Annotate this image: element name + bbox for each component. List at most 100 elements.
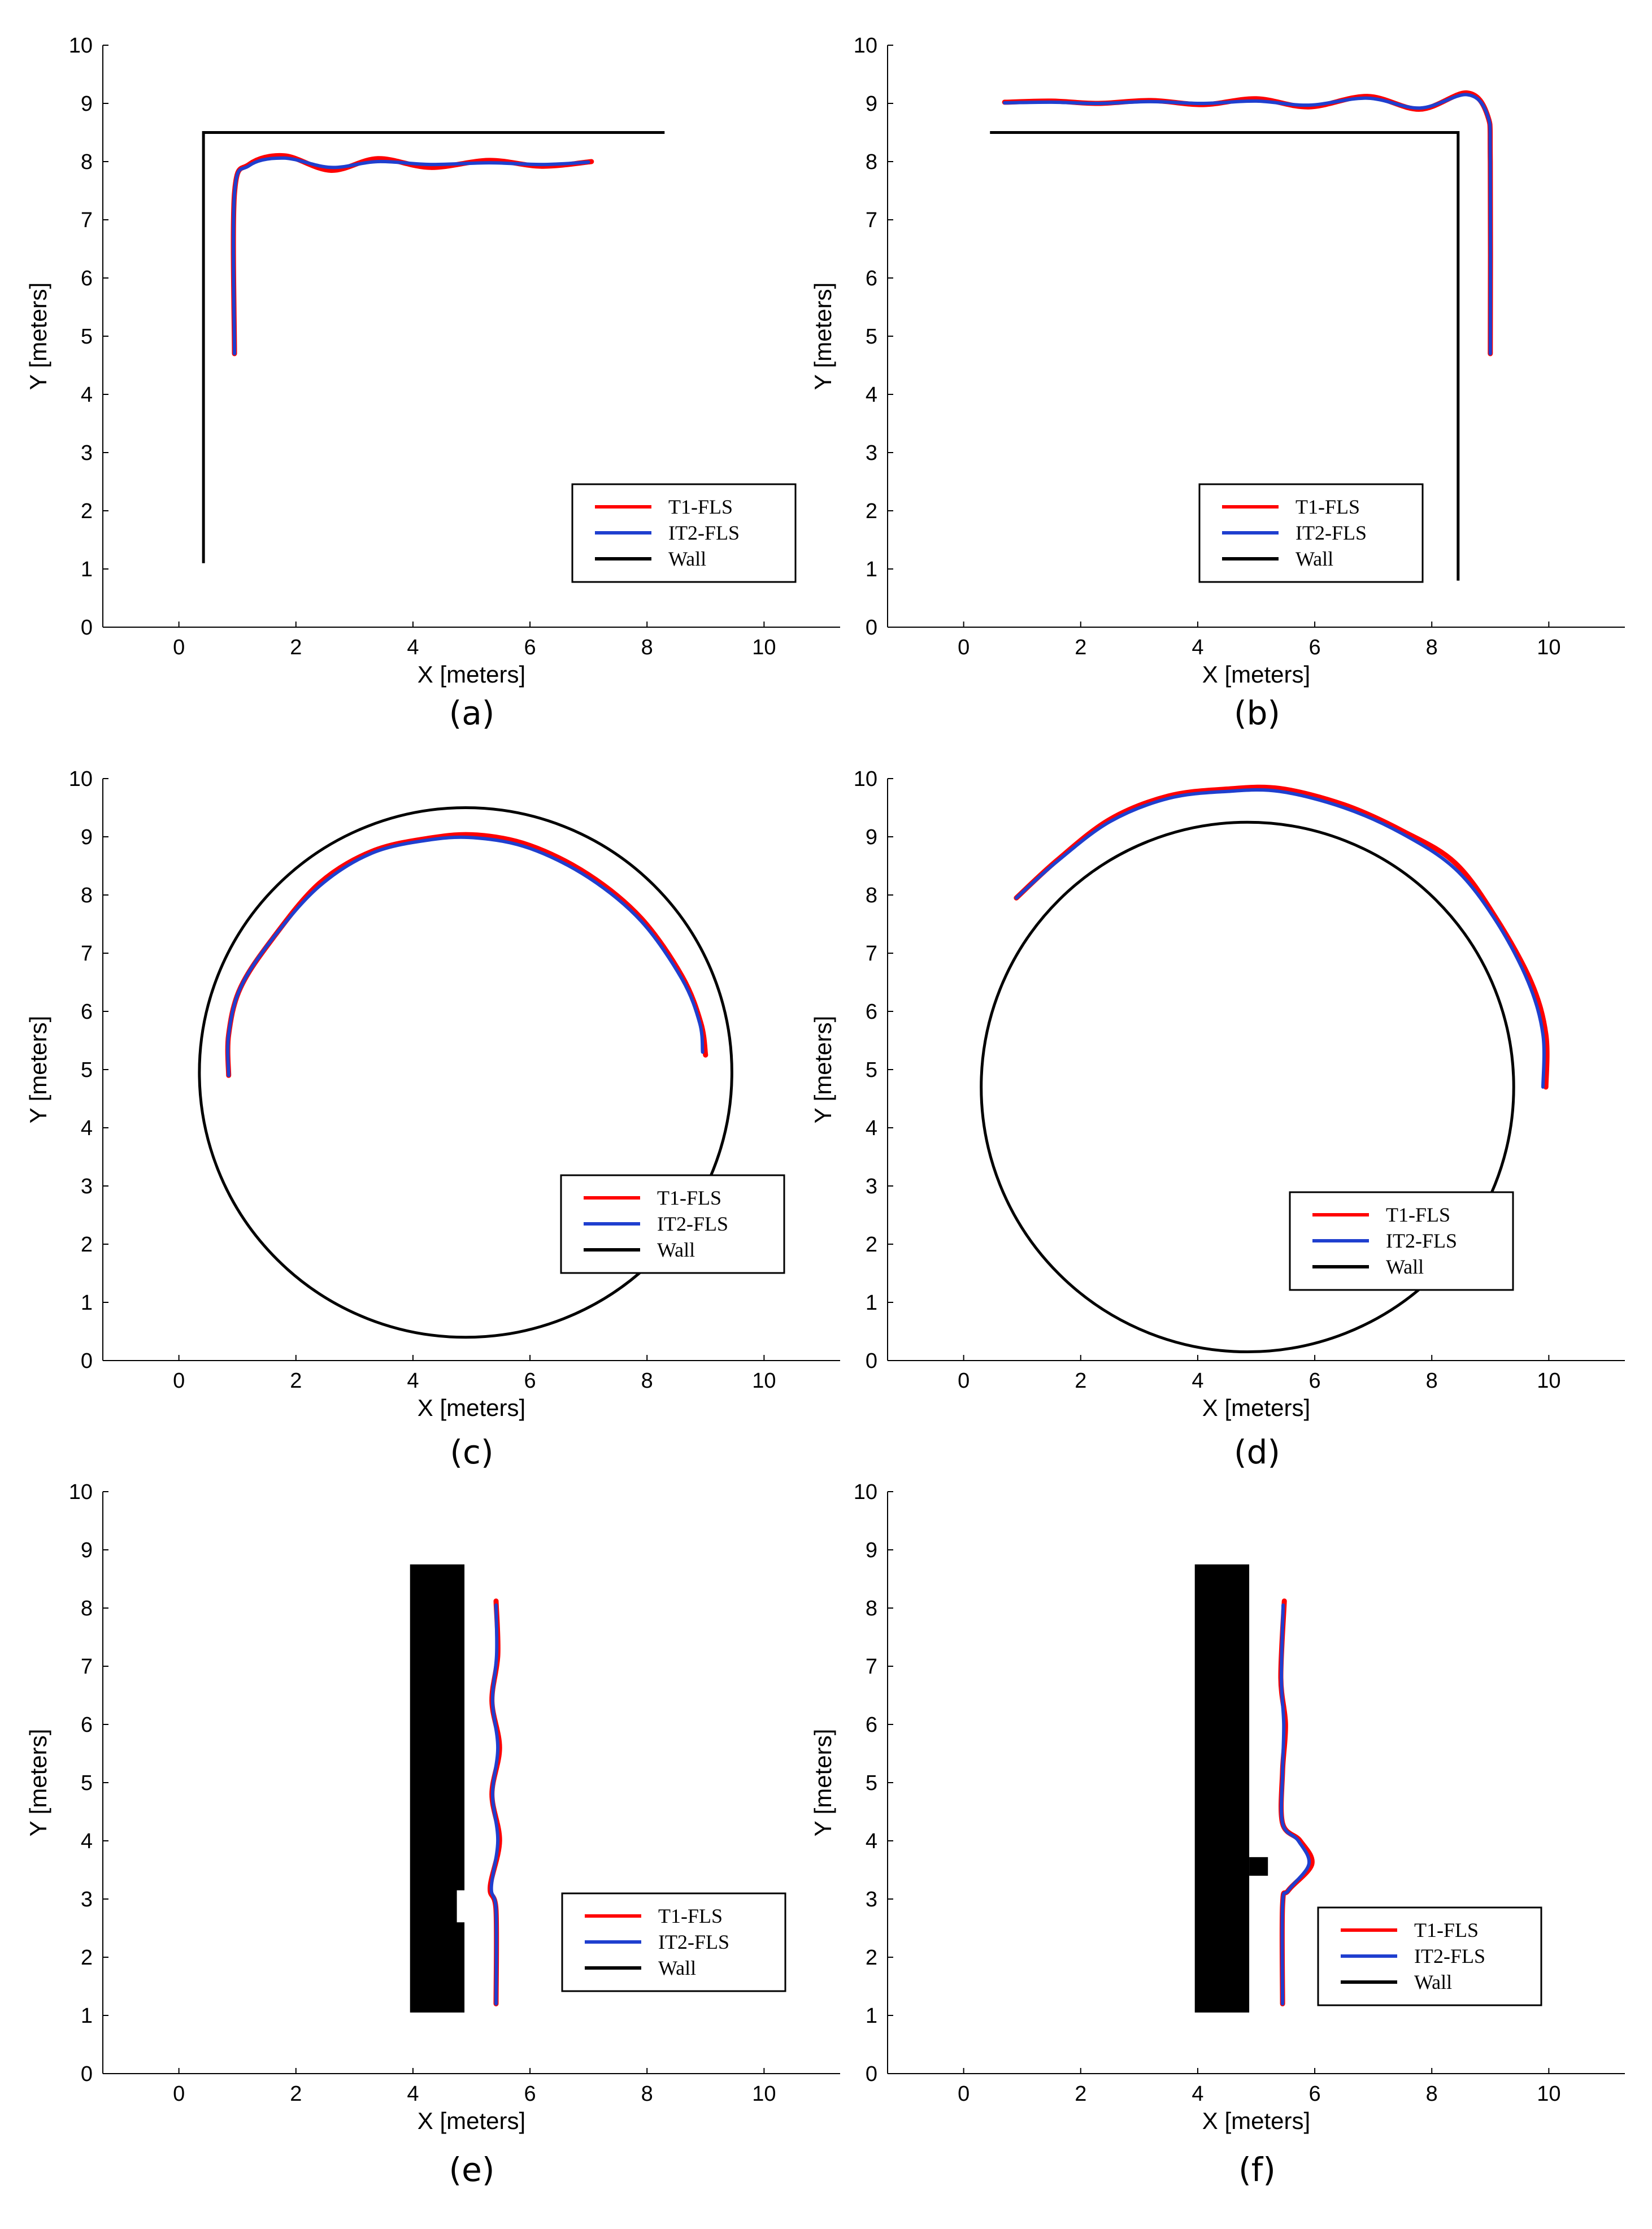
- legend-label: T1-FLS: [1295, 496, 1360, 518]
- legend-label: IT2-FLS: [1295, 522, 1367, 544]
- x-tick-label: 4: [407, 636, 419, 659]
- panel-label: (e): [449, 2150, 495, 2189]
- it2-fls-trajectory: [232, 156, 590, 355]
- x-tick-label: 8: [641, 636, 653, 659]
- x-axis-label: X [meters]: [1202, 2108, 1310, 2134]
- legend-label: T1-FLS: [668, 496, 733, 518]
- x-tick-label: 2: [1075, 2082, 1086, 2106]
- y-axis-label: Y [meters]: [810, 283, 836, 390]
- y-tick-label: 7: [866, 1655, 877, 1679]
- y-tick-label: 7: [81, 1655, 93, 1679]
- x-tick-label: 2: [290, 2082, 302, 2106]
- y-tick-label: 0: [81, 1349, 93, 1373]
- y-tick-label: 1: [81, 558, 93, 581]
- y-tick-label: 8: [81, 884, 93, 907]
- legend-label: T1-FLS: [657, 1187, 721, 1209]
- x-axis-label: X [meters]: [1202, 661, 1310, 688]
- y-tick-label: 4: [866, 1830, 877, 1853]
- wall-block: [410, 1564, 465, 2013]
- x-tick-label: 6: [1309, 636, 1321, 659]
- legend-label: Wall: [1414, 1971, 1452, 1993]
- legend: T1-FLS IT2-FLS Wall: [561, 1892, 786, 1992]
- y-axis-label: Y [meters]: [25, 283, 51, 390]
- legend-label: Wall: [658, 1957, 696, 1979]
- chart-panel-a: 0 2 4 6 8 10 0 1 2 3 4 5 6 7 8 9 10 X [meters] Y [meters] T…: [25, 34, 840, 732]
- x-tick-label: 10: [1537, 2082, 1560, 2106]
- wall-block: [1249, 1857, 1268, 1876]
- legend-label: IT2-FLS: [657, 1213, 728, 1235]
- it2-fls-trajectory: [1279, 1603, 1311, 2006]
- y-tick-label: 0: [81, 2062, 93, 2086]
- x-tick-label: 0: [173, 1369, 185, 1393]
- x-tick-label: 8: [1426, 2082, 1438, 2106]
- chart-panel-c: 0 2 4 6 8 10 0 1 2 3 4 5 6 7 8 9 10 X [meters] Y [meters] T…: [25, 767, 840, 1471]
- x-tick-label: 4: [1192, 1369, 1203, 1393]
- y-tick-label: 8: [866, 884, 877, 907]
- x-tick-label: 4: [407, 1369, 419, 1393]
- x-tick-label: 0: [173, 636, 185, 659]
- wall-circle: [198, 806, 733, 1339]
- y-tick-label: 1: [866, 2004, 877, 2028]
- x-tick-label: 10: [1537, 1369, 1560, 1393]
- it2-fls-trajectory: [489, 1603, 500, 2006]
- y-tick-label: 1: [81, 1291, 93, 1315]
- y-tick-label: 8: [866, 1597, 877, 1620]
- x-tick-label: 4: [1192, 2082, 1203, 2106]
- legend-label: Wall: [657, 1239, 695, 1261]
- t1-fls-trajectory: [1278, 1598, 1315, 2006]
- legend-label: IT2-FLS: [668, 522, 740, 544]
- t1-fls-trajectory: [1014, 784, 1550, 1090]
- legend: T1-FLS IT2-FLS Wall: [1317, 1906, 1542, 2006]
- y-tick-label: 5: [81, 1058, 93, 1082]
- y-axis-label: Y [meters]: [810, 1016, 836, 1124]
- panel-label: (a): [449, 694, 495, 732]
- y-tick-label: 5: [866, 1771, 877, 1795]
- y-tick-label: 5: [81, 1771, 93, 1795]
- it2-fls-trajectory: [1003, 93, 1493, 355]
- t1-fls-trajectory: [231, 153, 594, 357]
- y-tick-label: 2: [81, 1946, 93, 1970]
- y-tick-label: 9: [866, 92, 877, 116]
- y-tick-label: 2: [866, 1233, 877, 1257]
- chart-panel-d: 0 2 4 6 8 10 0 1 2 3 4 5 6 7 8 9 10 X [meters] Y [meters] T…: [810, 767, 1625, 1471]
- wall-block: [1194, 1564, 1250, 2013]
- y-tick-label: 3: [866, 1175, 877, 1198]
- y-tick-label: 4: [866, 383, 877, 407]
- x-tick-label: 2: [1075, 636, 1086, 659]
- legend: T1-FLS IT2-FLS Wall: [1198, 483, 1424, 583]
- legend-label: T1-FLS: [658, 1905, 723, 1927]
- y-tick-label: 5: [866, 1058, 877, 1082]
- y-tick-label: 4: [81, 1830, 93, 1853]
- legend-label: T1-FLS: [1414, 1919, 1479, 1941]
- y-tick-label: 4: [866, 1116, 877, 1140]
- y-tick-label: 8: [866, 150, 877, 174]
- y-tick-label: 6: [81, 1713, 93, 1737]
- x-tick-label: 6: [524, 1369, 536, 1393]
- it2-fls-trajectory: [1014, 788, 1546, 1089]
- x-tick-label: 8: [641, 2082, 653, 2106]
- y-tick-label: 10: [854, 34, 877, 58]
- chart-panel-e: 0 2 4 6 8 10 0 1 2 3 4 5 6 7 8 9 10 X [meters] Y [meters] T…: [25, 1480, 840, 2189]
- y-axis-label: Y [meters]: [25, 1729, 51, 1837]
- y-tick-label: 5: [81, 325, 93, 349]
- y-tick-label: 9: [81, 92, 93, 116]
- y-tick-label: 6: [866, 1000, 877, 1024]
- legend-label: T1-FLS: [1386, 1203, 1450, 1226]
- y-tick-label: 7: [81, 942, 93, 966]
- y-tick-label: 9: [866, 1539, 877, 1562]
- x-tick-label: 10: [752, 2082, 776, 2106]
- y-tick-label: 3: [81, 441, 93, 465]
- x-tick-label: 2: [1075, 1369, 1086, 1393]
- y-tick-label: 6: [866, 267, 877, 290]
- x-tick-label: 0: [173, 2082, 185, 2106]
- legend-label: IT2-FLS: [658, 1931, 729, 1953]
- chart-panel-f: 0 2 4 6 8 10 0 1 2 3 4 5 6 7 8 9 10 X [meters] Y [meters] T…: [810, 1480, 1625, 2189]
- panel-label: (f): [1238, 2150, 1276, 2189]
- x-tick-label: 0: [958, 2082, 970, 2106]
- x-axis-label: X [meters]: [418, 661, 525, 688]
- it2-fls-trajectory: [226, 835, 705, 1077]
- wall-circle: [980, 820, 1515, 1354]
- legend: T1-FLS IT2-FLS Wall: [571, 483, 797, 583]
- y-tick-label: 8: [81, 150, 93, 174]
